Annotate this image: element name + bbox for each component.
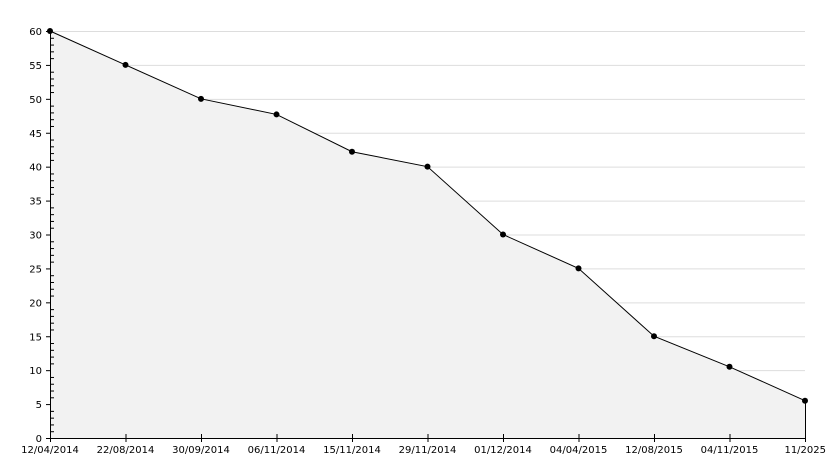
data-point (273, 111, 280, 118)
y-tick-label: 15 (29, 332, 42, 343)
data-point (349, 148, 355, 155)
x-tick-label: 04/11/2015 (701, 445, 759, 456)
x-tick-label: 12/04/2014 (21, 445, 79, 456)
y-tick-label: 45 (29, 129, 42, 140)
y-tick-label: 10 (29, 366, 42, 377)
data-point (726, 363, 733, 370)
data-point (198, 95, 204, 102)
x-tick-label: 15/11/2014 (323, 445, 381, 456)
y-tick-label: 30 (29, 231, 42, 242)
data-point (575, 265, 582, 272)
y-tick-label: 25 (29, 264, 42, 275)
data-point (424, 163, 431, 170)
x-tick-label: 29/11/2014 (399, 445, 457, 456)
y-tick-label: 55 (29, 61, 42, 72)
x-tick-label: 04/04/2015 (550, 445, 608, 456)
y-tick-label: 0 (36, 434, 42, 445)
y-tick-label: 5 (36, 400, 42, 411)
y-tick-label: 35 (29, 197, 42, 208)
data-point (47, 28, 53, 34)
x-tick-label: 30/09/2014 (172, 445, 230, 456)
x-tick-label: 22/08/2014 (97, 445, 155, 456)
data-point (500, 231, 506, 238)
area-fill (50, 31, 805, 438)
x-tick-label: 11/2025 (784, 445, 826, 456)
data-point (802, 397, 808, 404)
y-tick-label: 40 (29, 163, 42, 174)
data-point (122, 61, 129, 68)
x-tick-label: 06/11/2014 (248, 445, 306, 456)
y-tick-label: 60 (29, 27, 42, 38)
y-tick-label: 50 (29, 95, 42, 106)
data-point (651, 333, 657, 340)
y-tick-label: 20 (29, 298, 42, 309)
x-tick-label: 12/08/2015 (625, 445, 683, 456)
x-tick-label: 01/12/2014 (474, 445, 532, 456)
